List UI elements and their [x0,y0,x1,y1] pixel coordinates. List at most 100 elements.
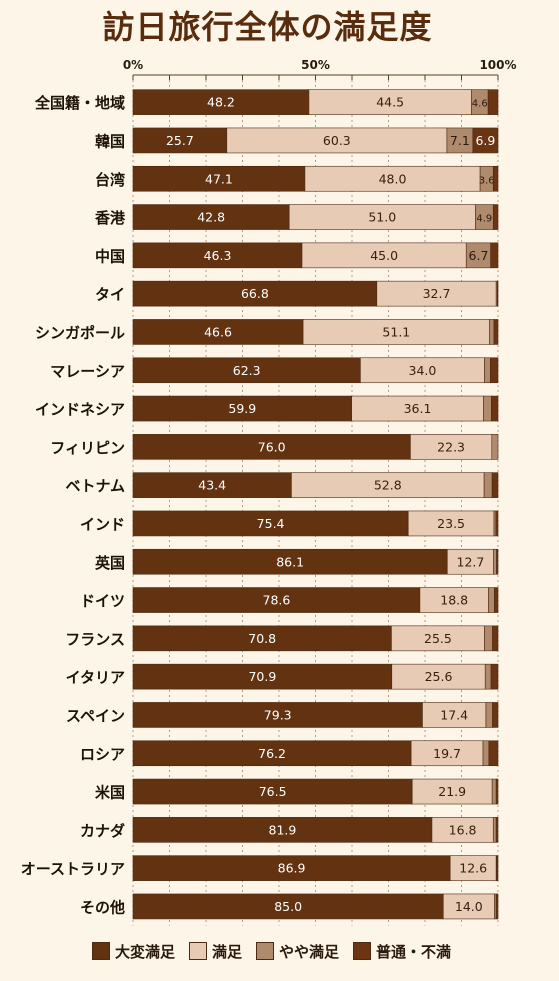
bar-1-17 [410,740,484,767]
bar-0-12 [132,548,448,575]
bar-1-3 [288,204,476,230]
bar-0-14 [132,625,392,652]
data-label-1-8: 36.1 [404,401,432,416]
data-label-0-6: 46.6 [204,324,232,339]
data-label-1-16: 17.4 [440,707,468,722]
legend-label-satisfied: 満足 [212,942,243,961]
category-label-4: 中国 [95,247,125,265]
data-label-0-8: 59.9 [228,401,256,416]
x-tick-label-50: 50% [301,58,330,72]
data-label-0-5: 66.8 [241,286,269,301]
bar-0-21 [132,893,444,920]
bar-2-17 [482,740,490,767]
x-tick-label-100: 100% [479,58,516,72]
data-label-0-4: 46.3 [204,248,232,263]
legend-swatch-satisfied [189,942,208,960]
category-label-2: 台湾 [95,171,125,189]
bar-3-11 [495,510,499,537]
data-label-1-3: 51.0 [368,210,396,225]
x-tick-label-0: 0% [123,58,143,72]
bar-0-18 [132,778,413,805]
data-label-1-13: 18.8 [440,593,468,608]
legend-label-neutral-dissatisfied: 普通・不満 [376,942,452,961]
data-label-0-10: 43.4 [198,478,226,493]
bar-1-16 [422,702,487,728]
bar-2-12 [493,548,497,575]
data-label-0-20: 86.9 [278,861,306,876]
data-label-1-18: 21.9 [438,784,466,799]
category-label-11: インド [80,515,125,533]
data-label-1-5: 32.7 [423,286,451,301]
bar-0-19 [132,817,433,843]
category-label-3: 香港 [95,209,126,227]
data-label-2-1: 7.1 [450,133,470,148]
category-label-9: フィリピン [50,439,125,457]
bar-2-15 [484,663,492,690]
data-label-0-16: 79.3 [264,707,292,722]
category-label-5: タイ [95,286,125,304]
bar-1-0 [308,89,472,115]
data-label-1-0: 44.5 [376,95,404,110]
data-label-1-6: 51.1 [382,324,410,339]
bar-1-7 [360,357,485,384]
bar-1-9 [410,434,493,460]
bar-1-13 [419,587,489,613]
category-label-1: 韓国 [95,132,125,150]
bar-3-13 [494,587,499,613]
data-label-1-1: 60.3 [323,133,351,148]
bar-0-15 [132,663,393,690]
bar-2-1 [446,127,474,154]
bar-3-20 [496,855,499,881]
data-label-0-17: 76.2 [258,746,286,761]
data-label-2-0: 4.6 [472,99,488,110]
data-label-1-9: 22.3 [437,439,465,454]
bar-3-17 [488,740,499,767]
category-label-10: ベトナム [65,477,125,495]
data-label-1-2: 48.0 [379,171,407,186]
bar-1-20 [449,855,497,881]
bar-3-8 [491,395,499,422]
data-label-1-10: 52.8 [374,478,402,493]
data-label-1-20: 12.6 [459,861,487,876]
data-label-0-1: 25.7 [166,133,194,148]
bar-3-6 [493,319,499,345]
data-label-3-1: 6.9 [475,133,495,148]
data-label-0-9: 76.0 [258,439,286,454]
data-label-1-4: 45.0 [370,248,398,263]
bar-3-12 [496,548,499,575]
bar-3-14 [492,625,499,652]
bar-1-21 [442,893,495,920]
category-label-17: ロシア [80,745,125,763]
legend-swatch-neutral-dissatisfied [353,942,372,960]
bar-2-16 [485,702,493,728]
bar-0-11 [132,510,409,537]
bar-1-18 [411,778,493,805]
category-label-21: その他 [80,898,125,916]
bar-2-10 [483,472,493,498]
bar-3-18 [495,778,499,805]
category-label-6: シンガポール [35,324,125,342]
legend-item-satisfied: 満足 [189,941,242,962]
legend-item-neutral-dissatisfied: 普通・不満 [353,941,451,962]
bar-3-4 [490,242,499,269]
bar-0-1 [132,127,228,154]
bar-1-15 [391,663,486,690]
bar-2-18 [491,778,497,805]
bar-3-10 [491,472,499,498]
bar-3-1 [472,127,499,154]
bar-0-9 [132,434,411,460]
category-label-16: スペイン [66,707,125,725]
legend-item-very-satisfied: 大変満足 [92,941,175,962]
category-label-0: 全国籍・地域 [34,94,125,112]
bar-0-10 [132,472,292,498]
bar-2-9 [491,434,499,460]
data-label-2-3: 4.9 [476,214,492,225]
data-label-0-13: 78.6 [263,593,291,608]
legend-swatch-very-satisfied [92,942,110,960]
legend-swatch-somewhat-satisfied [256,942,275,960]
category-label-19: カナダ [80,822,125,840]
data-label-0-18: 76.5 [259,784,287,799]
data-label-1-12: 12.7 [457,554,485,569]
bar-3-2 [492,165,499,192]
